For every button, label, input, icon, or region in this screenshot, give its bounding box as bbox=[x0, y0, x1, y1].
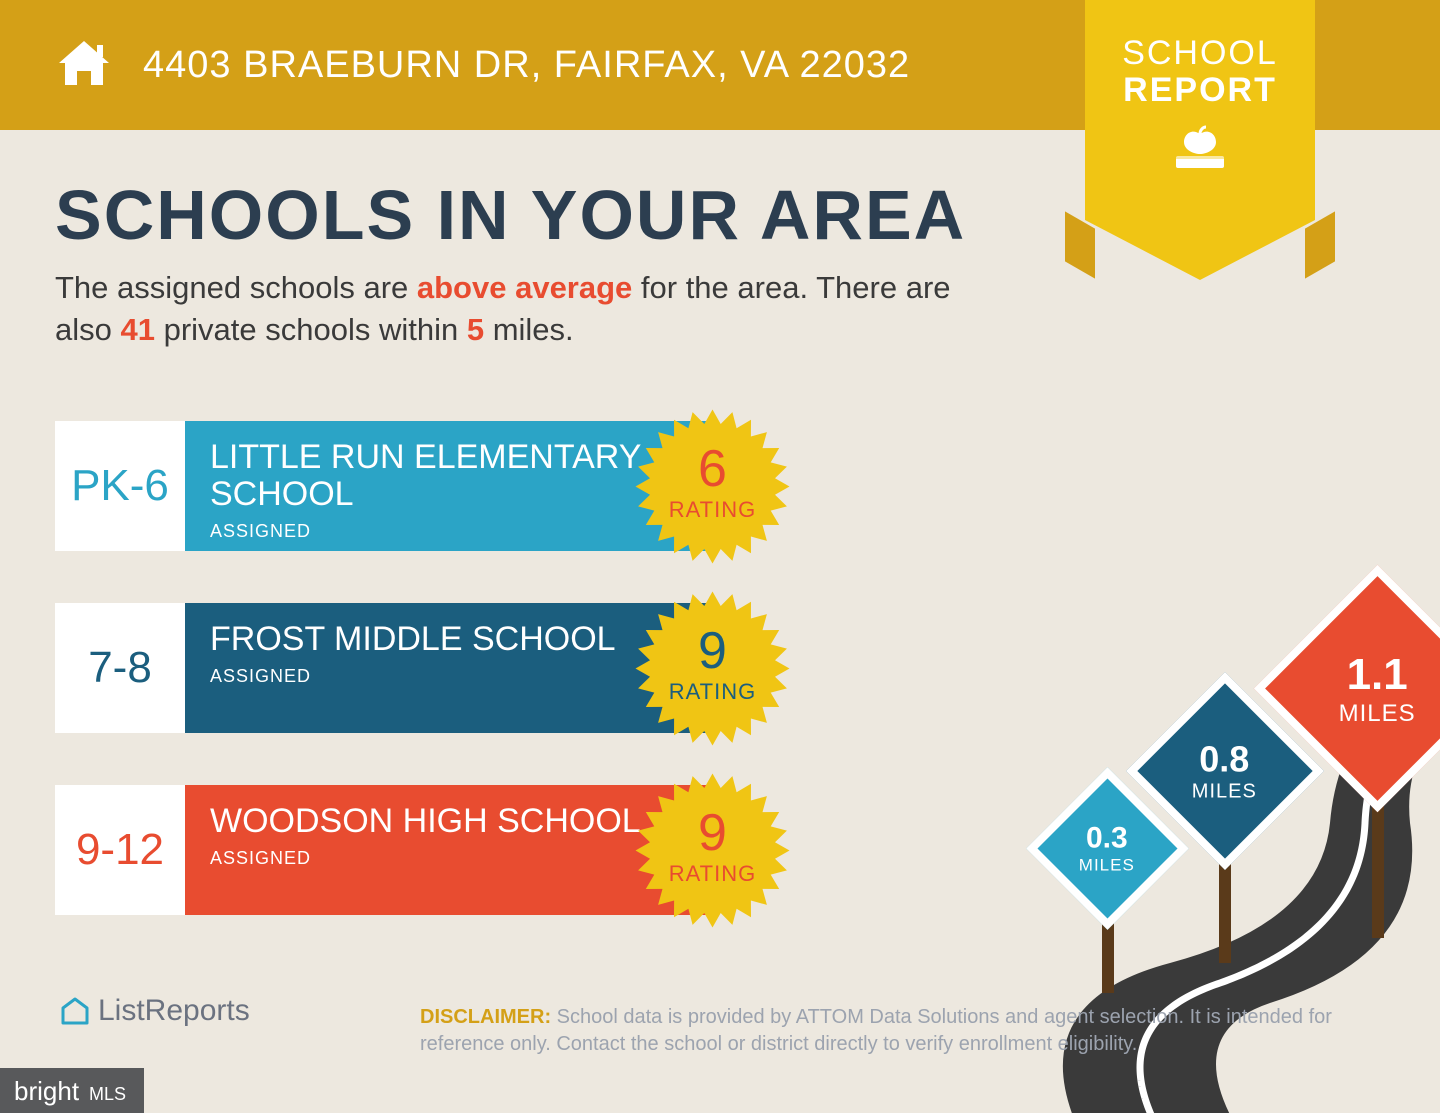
school-row: 7-8 FROST MIDDLE SCHOOL ASSIGNED 9 RATIN… bbox=[55, 603, 715, 733]
rating-starburst: 9 RATING bbox=[635, 591, 790, 746]
rating-label: RATING bbox=[669, 679, 756, 705]
property-address: 4403 BRAEBURN DR, FAIRFAX, VA 22032 bbox=[143, 44, 910, 87]
ribbon-line1: SCHOOL bbox=[1122, 34, 1278, 72]
highlight-radius: 5 bbox=[467, 312, 484, 347]
highlight-private-count: 41 bbox=[120, 312, 154, 347]
grade-range: 9-12 bbox=[55, 785, 185, 915]
school-status: ASSIGNED bbox=[210, 666, 690, 687]
school-status: ASSIGNED bbox=[210, 848, 690, 869]
rating-label: RATING bbox=[669, 861, 756, 887]
page-subheadline: The assigned schools are above average f… bbox=[55, 267, 1015, 351]
rating-value: 6 bbox=[698, 439, 727, 499]
schools-list: PK-6 LITTLE RUN ELEMENTARY SCHOOL ASSIGN… bbox=[55, 421, 1385, 915]
listreports-icon bbox=[60, 996, 90, 1026]
listreports-brand: ListReports bbox=[60, 994, 250, 1028]
grade-range: PK-6 bbox=[55, 421, 185, 551]
school-name: WOODSON HIGH SCHOOL bbox=[210, 803, 690, 840]
home-icon bbox=[55, 37, 113, 94]
grade-range: 7-8 bbox=[55, 603, 185, 733]
rating-value: 9 bbox=[698, 621, 727, 681]
school-row: PK-6 LITTLE RUN ELEMENTARY SCHOOL ASSIGN… bbox=[55, 421, 715, 551]
page-headline: SCHOOLS IN YOUR AREA bbox=[55, 175, 1385, 255]
highlight-quality: above average bbox=[417, 270, 632, 305]
rating-label: RATING bbox=[669, 497, 756, 523]
school-row: 9-12 WOODSON HIGH SCHOOL ASSIGNED 9 RATI… bbox=[55, 785, 715, 915]
bright-mls-badge: bright MLS bbox=[0, 1068, 144, 1113]
rating-starburst: 9 RATING bbox=[635, 773, 790, 928]
rating-value: 9 bbox=[698, 803, 727, 863]
school-status: ASSIGNED bbox=[210, 521, 690, 542]
rating-starburst: 6 RATING bbox=[635, 409, 790, 564]
school-name: FROST MIDDLE SCHOOL bbox=[210, 621, 690, 658]
disclaimer-text: DISCLAIMER: School data is provided by A… bbox=[420, 1004, 1380, 1058]
ribbon-line2: REPORT bbox=[1123, 71, 1277, 109]
school-name: LITTLE RUN ELEMENTARY SCHOOL bbox=[210, 439, 690, 514]
main-content: SCHOOLS IN YOUR AREA The assigned school… bbox=[0, 130, 1440, 915]
